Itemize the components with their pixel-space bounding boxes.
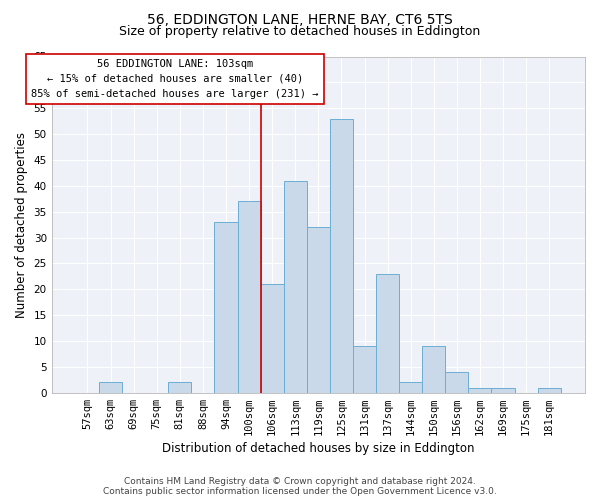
- Y-axis label: Number of detached properties: Number of detached properties: [15, 132, 28, 318]
- X-axis label: Distribution of detached houses by size in Eddington: Distribution of detached houses by size …: [162, 442, 475, 455]
- Bar: [214, 222, 238, 392]
- Bar: [284, 180, 307, 392]
- Bar: [353, 346, 376, 393]
- Bar: [330, 118, 353, 392]
- Bar: [491, 388, 515, 392]
- Bar: [260, 284, 284, 393]
- Bar: [445, 372, 469, 392]
- Text: Contains HM Land Registry data © Crown copyright and database right 2024.
Contai: Contains HM Land Registry data © Crown c…: [103, 476, 497, 496]
- Text: Size of property relative to detached houses in Eddington: Size of property relative to detached ho…: [119, 25, 481, 38]
- Text: 56, EDDINGTON LANE, HERNE BAY, CT6 5TS: 56, EDDINGTON LANE, HERNE BAY, CT6 5TS: [147, 12, 453, 26]
- Text: 56 EDDINGTON LANE: 103sqm
← 15% of detached houses are smaller (40)
85% of semi-: 56 EDDINGTON LANE: 103sqm ← 15% of detac…: [31, 59, 319, 98]
- Bar: [538, 388, 561, 392]
- Bar: [168, 382, 191, 392]
- Bar: [376, 274, 399, 392]
- Bar: [307, 227, 330, 392]
- Bar: [99, 382, 122, 392]
- Bar: [422, 346, 445, 393]
- Bar: [469, 388, 491, 392]
- Bar: [399, 382, 422, 392]
- Bar: [238, 202, 260, 392]
